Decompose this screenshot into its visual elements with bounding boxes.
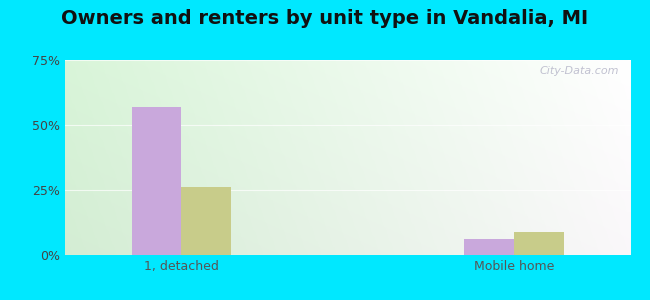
Text: City-Data.com: City-Data.com: [540, 66, 619, 76]
Text: Owners and renters by unit type in Vandalia, MI: Owners and renters by unit type in Vanda…: [62, 9, 588, 28]
Bar: [464, 239, 514, 255]
Bar: [181, 188, 231, 255]
Bar: [514, 232, 564, 255]
Bar: [131, 107, 181, 255]
